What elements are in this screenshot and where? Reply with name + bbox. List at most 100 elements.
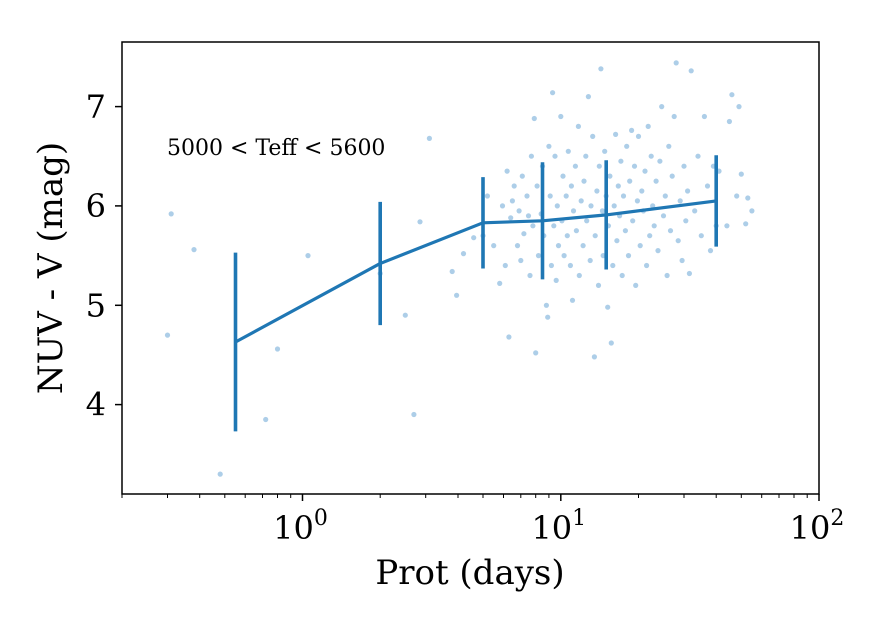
x-tick-label: 100	[273, 506, 328, 547]
scatter-point	[749, 208, 755, 214]
scatter-point	[686, 270, 693, 277]
scatter-point	[630, 218, 636, 224]
scatter-point	[662, 193, 668, 199]
scatter-point	[527, 272, 533, 279]
scatter-point	[620, 193, 627, 199]
scatter-point	[624, 143, 630, 149]
scatter-point	[411, 411, 417, 418]
scatter-point	[558, 113, 564, 120]
scatter-point	[305, 253, 311, 259]
scatter-point	[704, 183, 711, 189]
scatter-point	[524, 193, 530, 199]
scatter-point	[738, 171, 744, 177]
scatter-point	[724, 223, 730, 229]
scatter-point	[449, 268, 455, 275]
scatter-point	[611, 203, 617, 209]
y-axis-ticks: 4 5 6 7	[86, 88, 122, 424]
scatter-point	[614, 238, 620, 244]
scatter-point	[681, 163, 687, 169]
scatter-point	[402, 312, 408, 318]
x-axis-ticks: 100 101 102	[121, 494, 844, 547]
scatter-point	[576, 272, 582, 279]
scatter-point	[274, 346, 281, 352]
trend-line	[234, 199, 717, 344]
scatter-point	[615, 183, 621, 189]
y-tick-label: 5	[86, 286, 106, 324]
scatter-point	[575, 123, 582, 129]
scatter-point	[491, 243, 497, 249]
scatter-point	[631, 163, 638, 169]
scatter-point	[535, 253, 542, 259]
scatter-point	[627, 178, 633, 184]
scatter-point	[553, 277, 559, 283]
scatter-point	[598, 66, 604, 72]
y-tick-label: 6	[86, 187, 106, 225]
scatter-point	[525, 213, 532, 219]
scatter-point	[659, 104, 665, 110]
scatter-point	[191, 247, 197, 253]
scatter-point	[554, 203, 560, 209]
scatter-point	[514, 243, 521, 249]
scatter-point	[521, 231, 527, 237]
scatter-point	[666, 143, 672, 149]
scatter-point	[583, 153, 589, 159]
scatter-point	[605, 304, 611, 310]
scatter-point	[509, 198, 515, 204]
scatter-point	[734, 193, 740, 199]
scatter-point	[460, 251, 467, 257]
scatter-point	[607, 173, 613, 179]
scatter-point	[263, 416, 269, 423]
scatter-point	[648, 153, 654, 159]
scatter-point	[567, 262, 574, 269]
x-tick-label: 101	[531, 506, 586, 547]
scatter-point	[688, 68, 694, 74]
scatter-point	[677, 198, 683, 204]
scatter-point	[647, 233, 653, 239]
scatter-point	[736, 104, 742, 110]
scatter-point	[635, 133, 642, 139]
scatter-point	[502, 262, 508, 269]
scatter-point	[639, 188, 645, 194]
scatter-point	[585, 94, 592, 100]
scatter-point	[506, 334, 512, 340]
plot-area	[122, 42, 819, 494]
scatter-point	[679, 257, 685, 264]
x-axis-label: Prot (days)	[375, 553, 564, 593]
scatter-point	[618, 158, 624, 164]
scatter-point	[587, 257, 593, 264]
scatter-point	[552, 153, 558, 159]
scatter-point	[533, 350, 539, 356]
scatter-point	[645, 123, 651, 129]
scatter-point	[602, 148, 608, 154]
scatter-point	[484, 193, 490, 199]
scatter-point	[594, 188, 600, 194]
scatter-point	[619, 272, 625, 279]
scatter-point	[653, 178, 659, 184]
scatter-point	[580, 243, 586, 249]
scatter-point	[651, 223, 657, 229]
scatter-point	[426, 135, 432, 141]
scatter-point	[613, 131, 619, 137]
scatter-point	[217, 471, 223, 477]
scatter-point	[660, 213, 667, 219]
scatter-point	[675, 238, 681, 244]
scatter-point	[729, 92, 735, 98]
scatter-point	[650, 203, 656, 209]
scatter-point	[508, 215, 514, 221]
scatter-point	[547, 193, 553, 199]
scatter-point	[671, 113, 677, 120]
y-axis-label: NUV - V (mag)	[31, 142, 71, 394]
scatter-point	[564, 233, 570, 239]
scatter-point	[511, 183, 517, 189]
scatter-point	[610, 262, 616, 269]
scatter-point	[568, 183, 575, 189]
scatter-point	[599, 208, 606, 214]
scatter-point	[545, 314, 551, 320]
scatter-point	[592, 233, 598, 239]
scatter-point	[685, 188, 691, 194]
scatter-point	[655, 248, 661, 254]
scatter-point	[667, 228, 674, 234]
scatter-point	[528, 153, 535, 159]
scatter-point	[608, 340, 614, 346]
scatter-point	[578, 198, 584, 204]
